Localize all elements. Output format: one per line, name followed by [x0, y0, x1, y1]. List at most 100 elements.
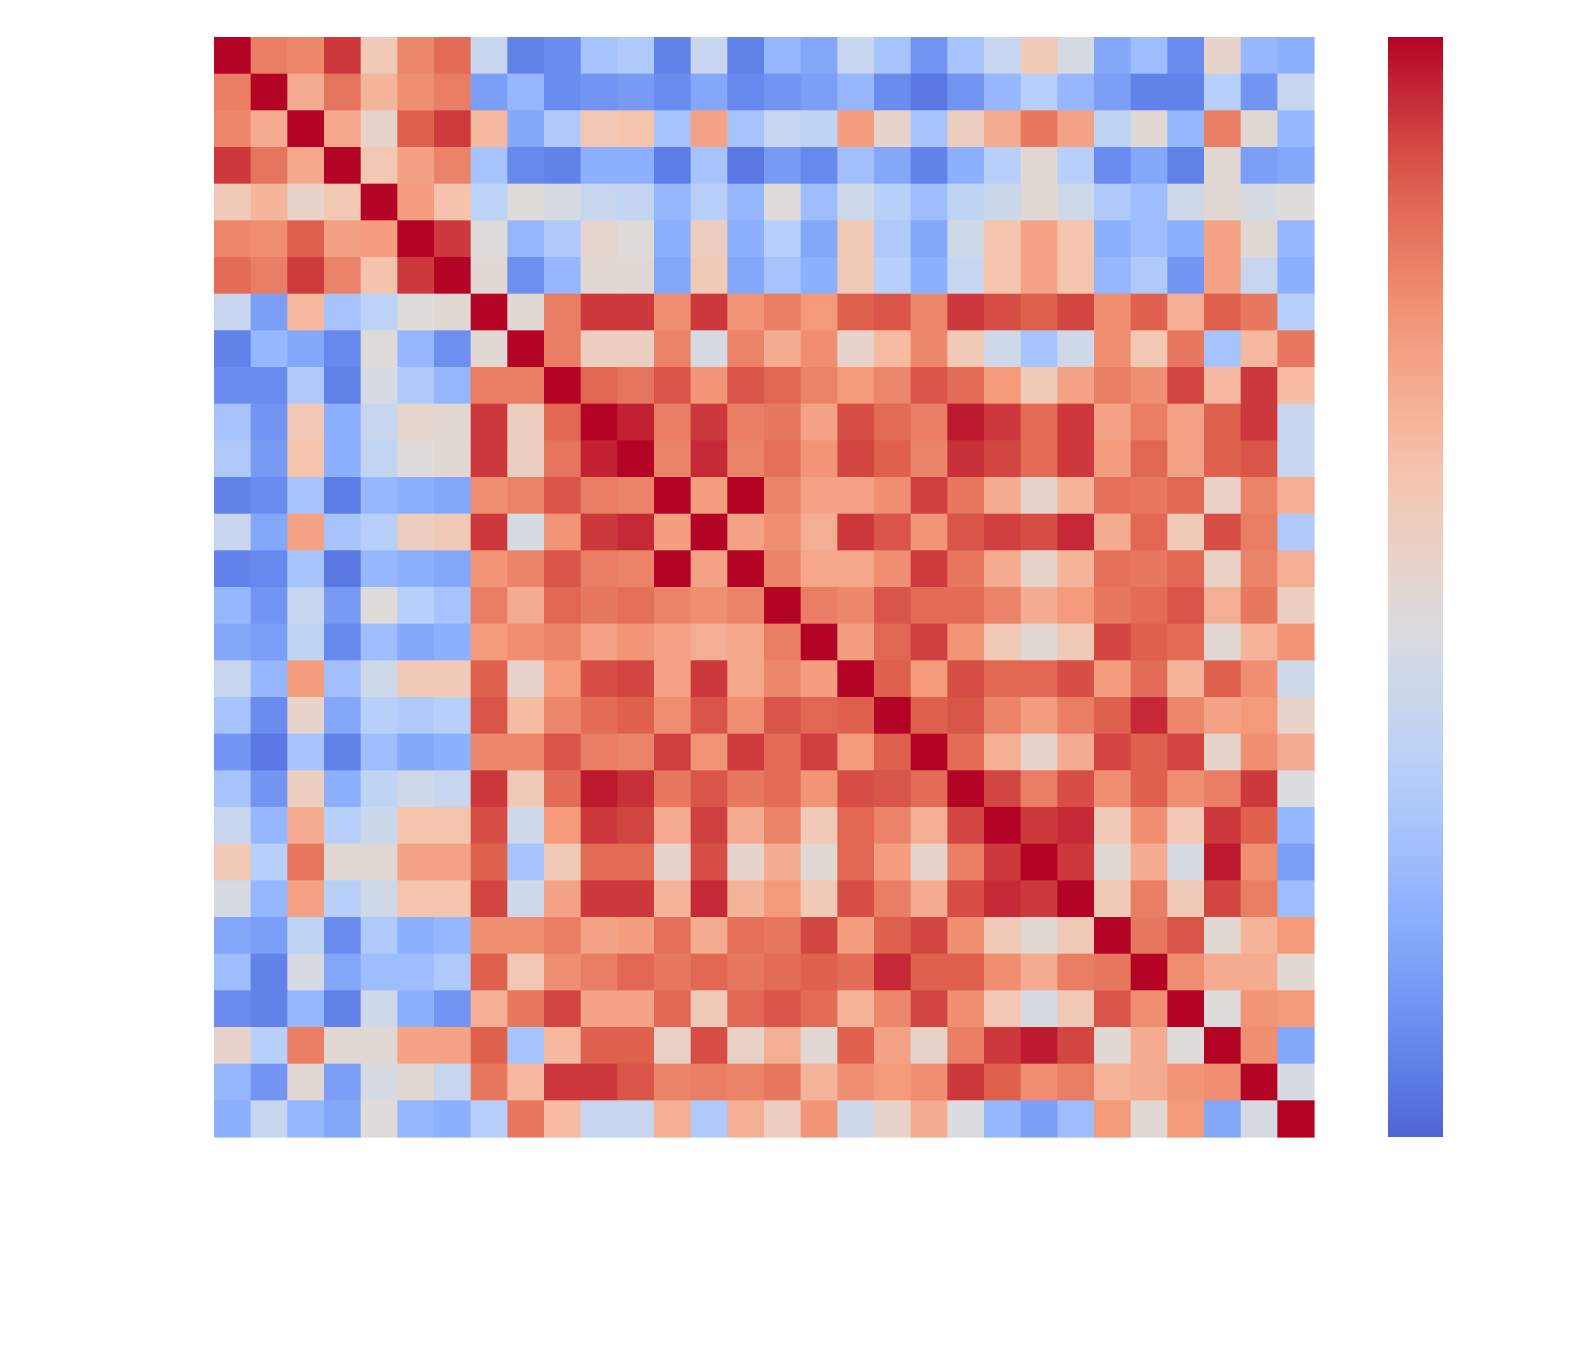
- heatmap-cell-r1-c18: [874, 73, 912, 111]
- heatmap-cell-r24-c25: [1130, 917, 1168, 955]
- heatmap-cell-r20-c0: [214, 770, 252, 808]
- heatmap-cell-r23-c7: [470, 880, 508, 918]
- heatmap-cell-r12-c15: [764, 477, 802, 515]
- heatmap-cell-r7-c6: [434, 293, 472, 331]
- heatmap-cell-r11-c2: [287, 440, 325, 478]
- heatmap-cell-r22-c11: [617, 843, 655, 881]
- heatmap-cell-r13-c1: [250, 513, 288, 551]
- heatmap-cell-r28-c15: [764, 1063, 802, 1101]
- heatmap-cell-r28-c12: [654, 1063, 692, 1101]
- heatmap-cell-r8-c13: [690, 330, 728, 368]
- heatmap-cell-r19-c5: [397, 733, 435, 771]
- heatmap-cell-r2-c9: [544, 110, 582, 148]
- heatmap-cell-r2-c5: [397, 110, 435, 148]
- heatmap-cell-r26-c26: [1167, 990, 1205, 1028]
- heatmap-cell-r15-c5: [397, 587, 435, 625]
- heatmap-cell-r2-c28: [1240, 110, 1278, 148]
- heatmap-cell-r25-c13: [690, 953, 728, 991]
- heatmap-cell-r3-c14: [727, 147, 765, 185]
- heatmap-cell-r25-c21: [984, 953, 1022, 991]
- heatmap-cell-r22-c14: [727, 843, 765, 881]
- heatmap-cell-r12-c18: [874, 477, 912, 515]
- heatmap-cell-r10-c16: [800, 403, 838, 441]
- heatmap-cell-r0-c5: [397, 37, 435, 75]
- heatmap-cell-r25-c12: [654, 953, 692, 991]
- heatmap-cell-r13-c4: [360, 513, 398, 551]
- heatmap-cell-r29-c22: [1020, 1100, 1058, 1138]
- heatmap-cell-r7-c1: [250, 293, 288, 331]
- heatmap-cell-r5-c29: [1277, 220, 1315, 258]
- heatmap-cell-r0-c0: [214, 37, 252, 75]
- heatmap-cell-r2-c27: [1204, 110, 1242, 148]
- heatmap-cell-r9-c29: [1277, 367, 1315, 405]
- heatmap-cell-r22-c24: [1094, 843, 1132, 881]
- heatmap-cell-r9-c11: [617, 367, 655, 405]
- heatmap-cell-r24-c13: [690, 917, 728, 955]
- heatmap-cell-r12-c2: [287, 477, 325, 515]
- heatmap-cell-r4-c3: [324, 183, 362, 221]
- heatmap-cell-r3-c5: [397, 147, 435, 185]
- heatmap-cell-r2-c8: [507, 110, 545, 148]
- heatmap-cell-r11-c22: [1020, 440, 1058, 478]
- heatmap-cell-r17-c6: [434, 660, 472, 698]
- heatmap-cell-r27-c5: [397, 1027, 435, 1065]
- heatmap-cell-r29-c27: [1204, 1100, 1242, 1138]
- heatmap-cell-r13-c11: [617, 513, 655, 551]
- heatmap-cell-r24-c18: [874, 917, 912, 955]
- heatmap-cell-r11-c20: [947, 440, 985, 478]
- heatmap-cell-r15-c2: [287, 587, 325, 625]
- heatmap-cell-r7-c28: [1240, 293, 1278, 331]
- heatmap-cell-r6-c20: [947, 257, 985, 295]
- heatmap-cell-r20-c17: [837, 770, 875, 808]
- heatmap-cell-r21-c12: [654, 807, 692, 845]
- heatmap-cell-r9-c18: [874, 367, 912, 405]
- heatmap-cell-r11-c6: [434, 440, 472, 478]
- heatmap-cell-r25-c24: [1094, 953, 1132, 991]
- heatmap-cell-r14-c14: [727, 550, 765, 588]
- heatmap-cell-r4-c12: [654, 183, 692, 221]
- heatmap-cell-r7-c13: [690, 293, 728, 331]
- heatmap-cell-r7-c26: [1167, 293, 1205, 331]
- heatmap-cell-r27-c17: [837, 1027, 875, 1065]
- heatmap-cell-r5-c15: [764, 220, 802, 258]
- heatmap-cell-r16-c3: [324, 623, 362, 661]
- heatmap-cell-r17-c19: [910, 660, 948, 698]
- heatmap-cell-r29-c5: [397, 1100, 435, 1138]
- heatmap-cell-r13-c14: [727, 513, 765, 551]
- heatmap-cell-r12-c21: [984, 477, 1022, 515]
- heatmap-cell-r5-c6: [434, 220, 472, 258]
- heatmap-cell-r4-c21: [984, 183, 1022, 221]
- heatmap-cell-r0-c26: [1167, 37, 1205, 75]
- heatmap-cell-r4-c10: [580, 183, 618, 221]
- heatmap-cell-r12-c12: [654, 477, 692, 515]
- heatmap-cell-r23-c10: [580, 880, 618, 918]
- heatmap-cell-r19-c9: [544, 733, 582, 771]
- heatmap-cell-r3-c1: [250, 147, 288, 185]
- heatmap-cell-r1-c22: [1020, 73, 1058, 111]
- heatmap-cell-r15-c0: [214, 587, 252, 625]
- heatmap-cell-r25-c5: [397, 953, 435, 991]
- heatmap-cell-r18-c20: [947, 697, 985, 735]
- heatmap-cell-r16-c22: [1020, 623, 1058, 661]
- heatmap-cell-r23-c22: [1020, 880, 1058, 918]
- heatmap-cell-r4-c1: [250, 183, 288, 221]
- heatmap-cell-r23-c14: [727, 880, 765, 918]
- heatmap-cell-r7-c8: [507, 293, 545, 331]
- heatmap-cell-r29-c17: [837, 1100, 875, 1138]
- heatmap-cell-r10-c3: [324, 403, 362, 441]
- heatmap-cell-r7-c14: [727, 293, 765, 331]
- heatmap-cell-r6-c22: [1020, 257, 1058, 295]
- heatmap-cell-r14-c6: [434, 550, 472, 588]
- heatmap-cell-r9-c21: [984, 367, 1022, 405]
- heatmap-cell-r27-c19: [910, 1027, 948, 1065]
- heatmap-cell-r5-c9: [544, 220, 582, 258]
- heatmap-cell-r19-c17: [837, 733, 875, 771]
- heatmap-cell-r28-c6: [434, 1063, 472, 1101]
- heatmap-cell-r16-c7: [470, 623, 508, 661]
- heatmap-cell-r25-c4: [360, 953, 398, 991]
- heatmap-cell-r21-c11: [617, 807, 655, 845]
- heatmap-cell-r20-c26: [1167, 770, 1205, 808]
- heatmap-cell-r28-c10: [580, 1063, 618, 1101]
- heatmap-cell-r27-c26: [1167, 1027, 1205, 1065]
